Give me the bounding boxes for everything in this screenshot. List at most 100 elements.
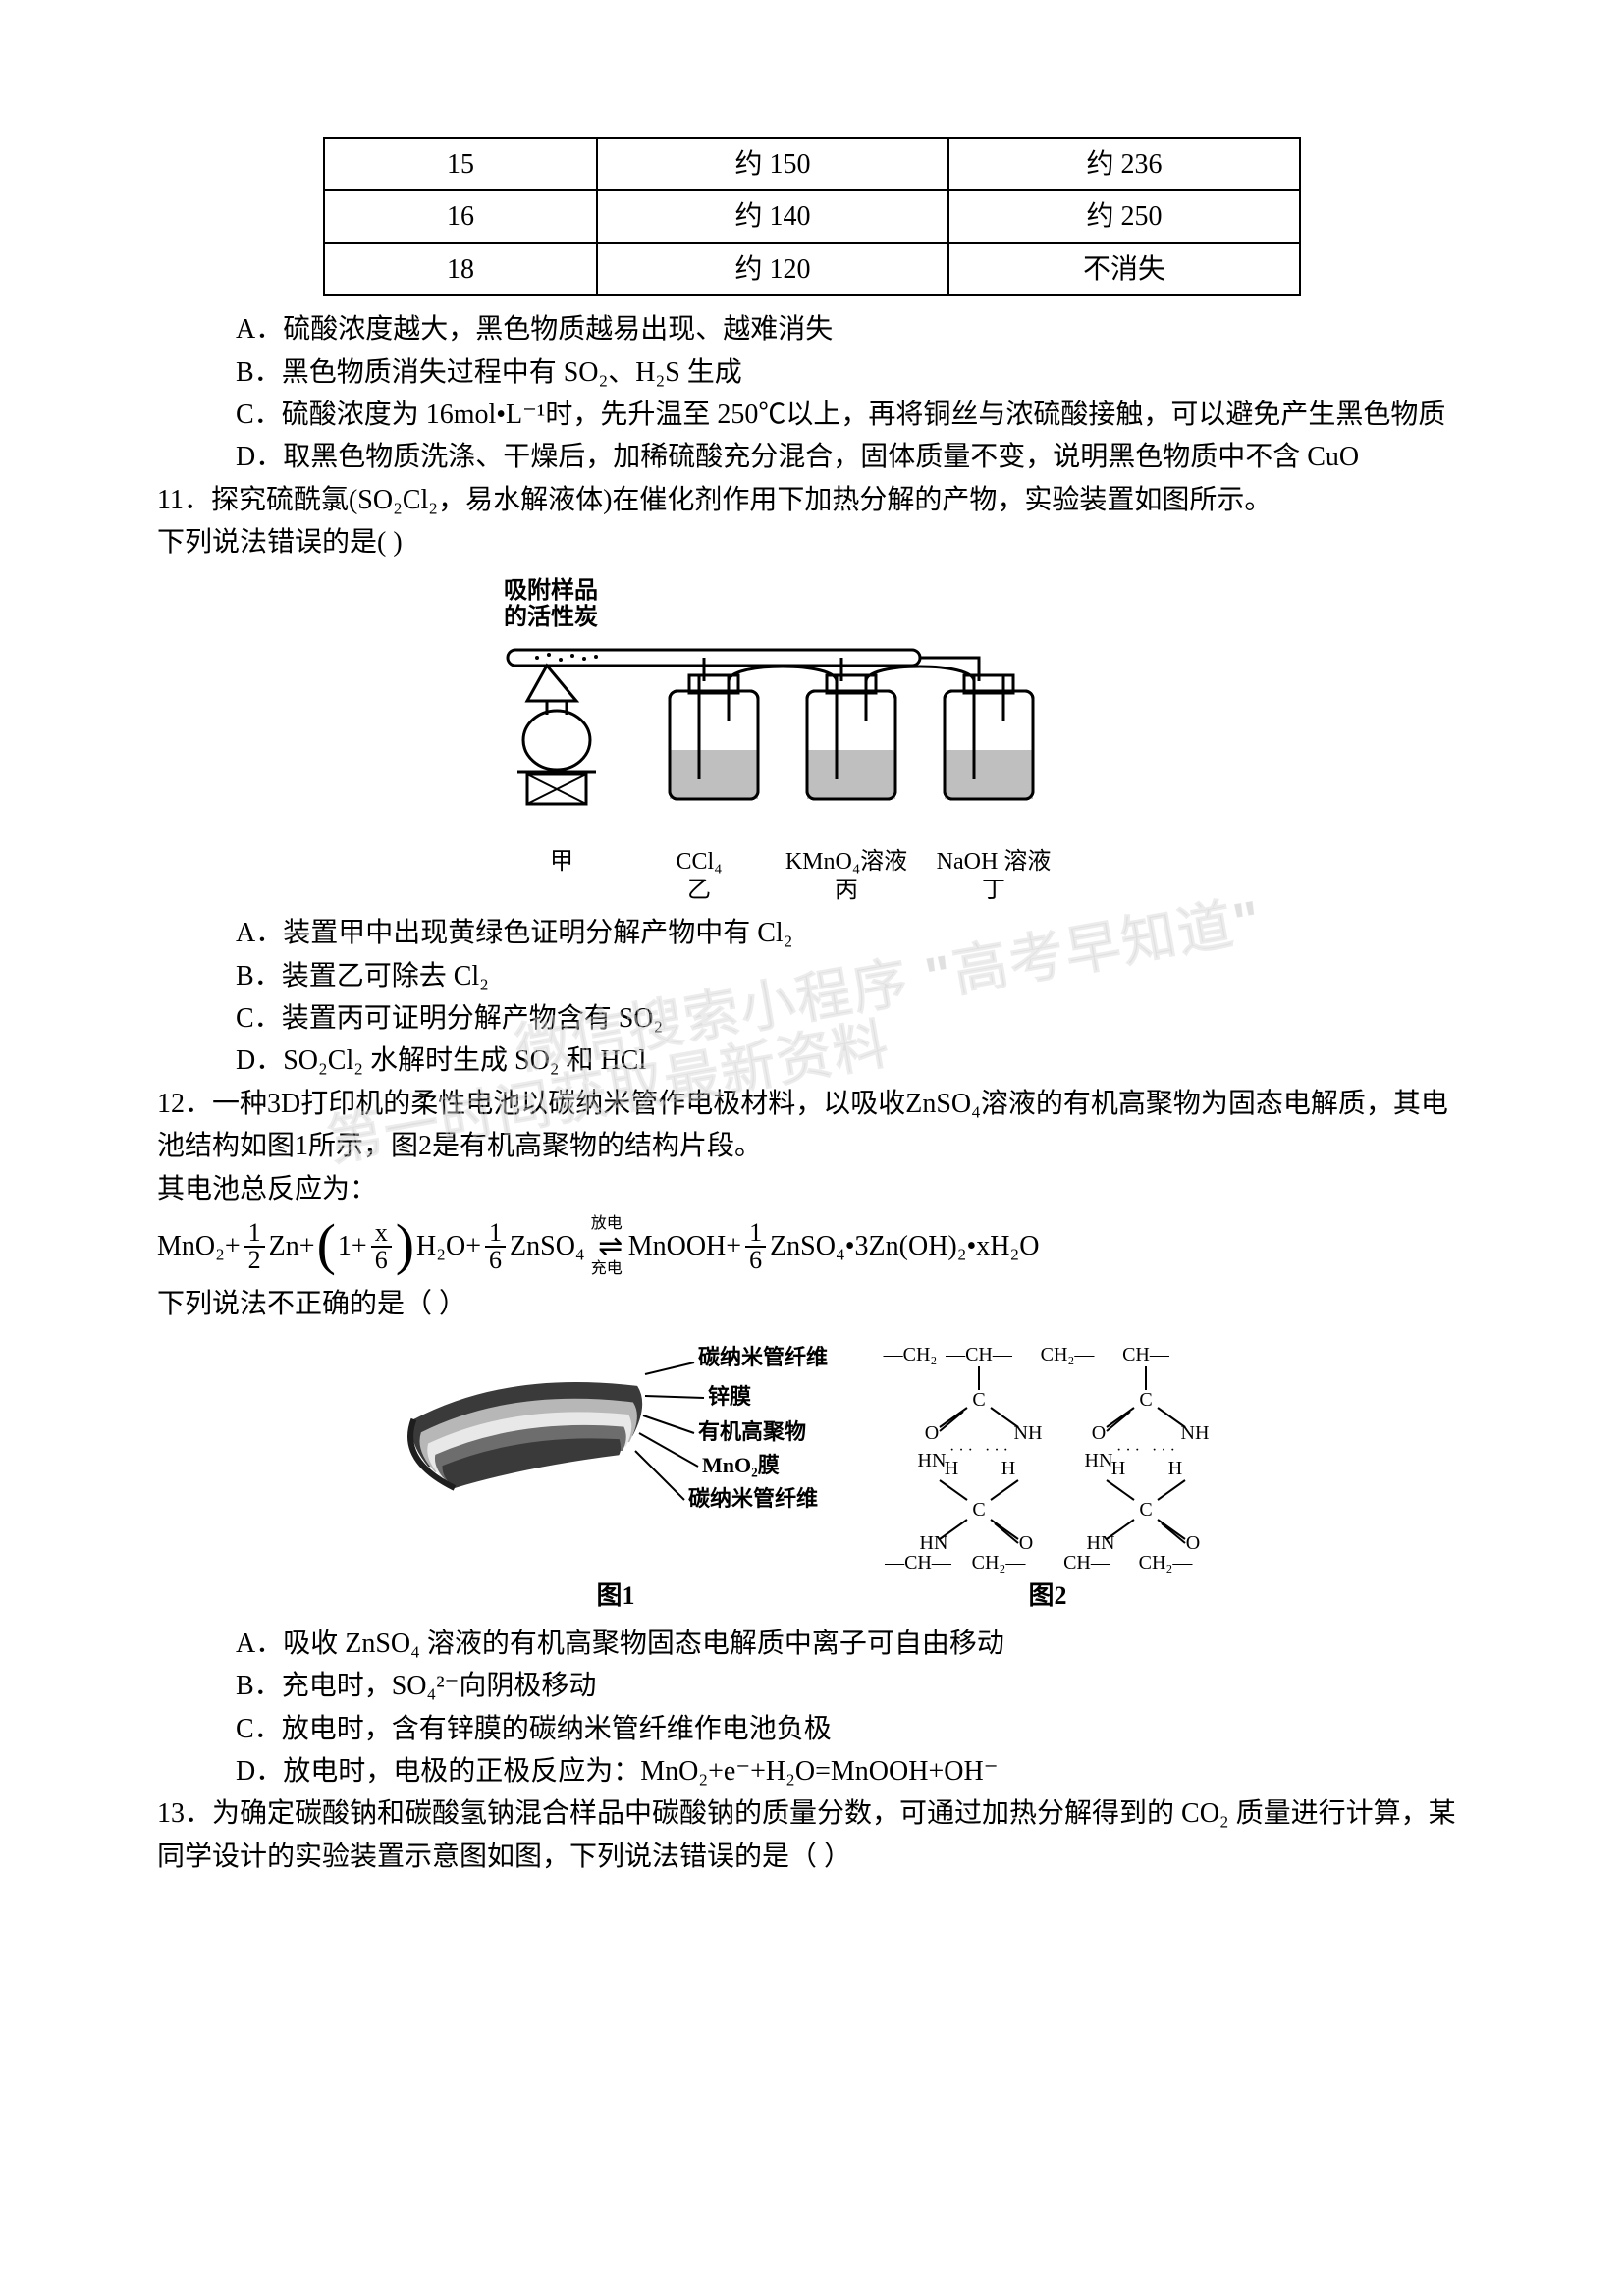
svg-text:· · ·: · · ·	[985, 1442, 1008, 1459]
svg-text:· · ·: · · ·	[949, 1442, 973, 1459]
cell-top: KMnO₄溶液	[773, 848, 920, 877]
question-number: 13．	[157, 1798, 212, 1829]
arrow-bot: 充电	[591, 1261, 623, 1277]
choice-d: D．取黑色物质洗涤、干燥后，加稀硫酸充分混合，固体质量不变，说明黑色物质中不含 …	[236, 436, 1467, 478]
choice-text: 黑色物质消失过程中有 SO₂、H₂S 生成	[282, 357, 742, 388]
eq-text: H₂O+	[416, 1225, 481, 1267]
layer-label: 锌膜	[708, 1384, 751, 1409]
cell-bot: 乙	[625, 877, 773, 905]
cell-bot: 甲	[498, 848, 625, 877]
svg-text:C: C	[972, 1499, 985, 1521]
question-number: 11．	[157, 485, 211, 515]
svg-text:· · ·: · · ·	[1116, 1442, 1140, 1459]
fraction: 1 6	[745, 1220, 766, 1273]
apparatus-cell: NaOH 溶液 丁	[920, 848, 1067, 905]
stem-text: 为确定碳酸钠和碳酸氢钠混合样品中碳酸钠的质量分数，可通过加热分解得到的 CO₂ …	[157, 1798, 1456, 1871]
apparatus-cell: KMnO₄溶液 丙	[773, 848, 920, 905]
choice-text: 装置丙可证明分解产物含有 SO₂	[282, 1003, 664, 1034]
exam-page: 15 约 150 约 236 16 约 140 约 250 18 约 120 不…	[0, 0, 1624, 2296]
choice-text: 取黑色物质洗涤、干燥后，加稀硫酸充分混合，固体质量不变，说明黑色物质中不含 Cu…	[283, 442, 1359, 472]
layer-label: 有机高聚物	[698, 1419, 806, 1444]
paren-icon: )	[396, 1216, 414, 1273]
q13-stem: 13．为确定碳酸钠和碳酸氢钠混合样品中碳酸钠的质量分数，可通过加热分解得到的 C…	[157, 1792, 1467, 1878]
choice-d: D．放电时，电极的正极反应为：MnO₂+e⁻+H₂O=MnOOH+OH⁻	[236, 1750, 1467, 1792]
eq-text: 1+	[338, 1225, 367, 1267]
eq-text: Zn+	[269, 1225, 315, 1267]
svg-text:C: C	[972, 1389, 985, 1411]
frac-den: 6	[745, 1248, 766, 1273]
table-cell: 约 236	[948, 138, 1300, 190]
cell-bot: 丁	[920, 877, 1067, 905]
choice-c: C．硫酸浓度为 16mol•L⁻¹时，先升温至 250℃以上，再将铜丝与浓硫酸接…	[236, 394, 1467, 436]
choice-text: 装置乙可除去 Cl₂	[282, 961, 489, 991]
choice-a: A．吸收 ZnSO₄ 溶液的有机高聚物固态电解质中离子可自由移动	[236, 1623, 1467, 1665]
bottle-icon	[807, 675, 895, 799]
svg-text:C: C	[1139, 1499, 1152, 1521]
table-cell: 16	[324, 190, 597, 242]
choice-b: B．装置乙可除去 Cl₂	[236, 955, 1467, 997]
choice-text: SO₂Cl₂ 水解时生成 SO₂ 和 HCl	[283, 1045, 646, 1076]
q10-choices: A．硫酸浓度越大，黑色物质越易出现、越难消失 B．黑色物质消失过程中有 SO₂、…	[236, 308, 1467, 479]
svg-text:H: H	[1111, 1458, 1125, 1479]
svg-text:HN: HN	[1085, 1450, 1113, 1471]
table-cell: 15	[324, 138, 597, 190]
choice-text: 硫酸浓度为 16mol•L⁻¹时，先升温至 250℃以上，再将铜丝与浓硫酸接触，…	[282, 400, 1446, 430]
stem-text: 探究硫酰氯(SO₂Cl₂，易水解液体)在催化剂作用下加热分解的产物，实验装置如图…	[211, 485, 1272, 515]
svg-text:NH: NH	[1181, 1422, 1210, 1444]
choice-text: 放电时，电极的正极反应为：MnO₂+e⁻+H₂O=MnOOH+OH⁻	[283, 1756, 998, 1787]
svg-text:O: O	[1092, 1422, 1106, 1444]
svg-text:CH₂—: CH₂—	[972, 1552, 1027, 1573]
figure-caption: 图1	[596, 1576, 634, 1616]
svg-text:H: H	[945, 1458, 958, 1479]
bottle-icon	[670, 675, 758, 799]
frac-den: 6	[371, 1248, 392, 1273]
svg-text:CH₂—: CH₂—	[1139, 1552, 1194, 1573]
apparatus-cell: 甲	[498, 848, 625, 905]
q12-figures: 碳纳米管纤维 锌膜 有机高聚物 MnO₂膜 碳纳米管纤维 图1 —CH₂ —CH…	[157, 1337, 1467, 1616]
svg-text:· · ·: · · ·	[1152, 1442, 1175, 1459]
q12-stem2: 其电池总反应为：	[157, 1168, 1467, 1210]
data-table: 15 约 150 约 236 16 约 140 约 250 18 约 120 不…	[323, 137, 1301, 296]
apparatus-top-label: 吸附样品 的活性炭	[504, 578, 1126, 632]
fraction: 1 6	[485, 1220, 506, 1273]
top-label-line: 的活性炭	[504, 605, 598, 630]
svg-text:HN: HN	[1087, 1532, 1115, 1554]
eq-text: MnO₂+	[157, 1225, 241, 1267]
fig2-svg: —CH₂ —CH— CH₂— CH— C O NH HN ·	[871, 1337, 1224, 1573]
frac-num: 1	[745, 1220, 766, 1248]
choice-text: 硫酸浓度越大，黑色物质越易出现、越难消失	[283, 314, 833, 345]
svg-text:HN: HN	[920, 1532, 948, 1554]
choice-b: B．充电时，SO₄²⁻向阴极移动	[236, 1665, 1467, 1707]
cell-bot: 丙	[773, 877, 920, 905]
reaction-arrows-icon: 放电 ⇌ 充电	[591, 1216, 623, 1277]
table-cell: 不消失	[948, 243, 1300, 295]
table-row: 18 约 120 不消失	[324, 243, 1300, 295]
table-cell: 18	[324, 243, 597, 295]
cell-top: NaOH 溶液	[920, 848, 1067, 877]
svg-text:H: H	[1001, 1458, 1015, 1479]
fraction: 1 2	[244, 1220, 265, 1273]
choice-c: C．装置丙可证明分解产物含有 SO₂	[236, 997, 1467, 1040]
table-cell: 约 250	[948, 190, 1300, 242]
layer-label: 碳纳米管纤维	[688, 1486, 818, 1511]
svg-text:O: O	[1186, 1532, 1200, 1554]
table-cell: 约 140	[597, 190, 948, 242]
frac-num: 1	[485, 1220, 506, 1248]
choice-b: B．黑色物质消失过程中有 SO₂、H₂S 生成	[236, 351, 1467, 394]
frac-num: x	[371, 1220, 392, 1248]
apparatus-cell: CCl₄ 乙	[625, 848, 773, 905]
svg-text:O: O	[925, 1422, 939, 1444]
svg-text:—CH—: —CH—	[945, 1344, 1013, 1365]
frac-den: 2	[244, 1248, 265, 1273]
fig1-svg: 碳纳米管纤维 锌膜 有机高聚物 MnO₂膜 碳纳米管纤维	[400, 1337, 832, 1573]
apparatus-bottom-labels: 甲 CCl₄ 乙 KMnO₄溶液 丙 NaOH 溶液 丁	[498, 848, 1126, 905]
choice-text: 放电时，含有锌膜的碳纳米管纤维作电池负极	[282, 1714, 832, 1744]
bottle-icon	[945, 675, 1033, 799]
top-label-line: 吸附样品	[504, 578, 598, 604]
eq-text: ZnSO₄	[510, 1225, 585, 1267]
choice-a: A．装置甲中出现黄绿色证明分解产物中有 Cl₂	[236, 912, 1467, 954]
burner-icon	[517, 772, 596, 804]
svg-text:C: C	[1139, 1389, 1152, 1411]
table-cell: 约 150	[597, 138, 948, 190]
q12-stem: 12．一种3D打印机的柔性电池以碳纳米管作电极材料，以吸收ZnSO₄溶液的有机高…	[157, 1083, 1467, 1168]
